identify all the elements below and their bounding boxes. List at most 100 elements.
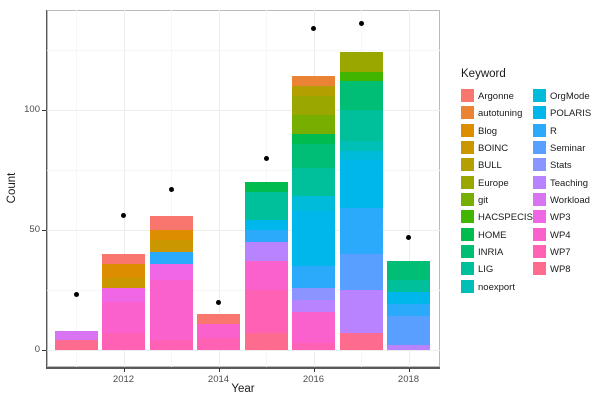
y-tick-label: 50 [29, 224, 40, 235]
total-dot-2012 [121, 213, 126, 219]
y-tick-mark [42, 350, 46, 351]
legend-label: WP7 [550, 246, 571, 258]
bar-segment-Blog-2012 [102, 263, 145, 278]
legend-swatch-Stats [533, 158, 546, 172]
total-dot-2016 [311, 25, 316, 31]
legend-swatch-WP4 [533, 227, 546, 241]
y-axis-line [46, 10, 47, 367]
legend-swatch-INRIA [461, 244, 474, 258]
total-dot-2015 [263, 155, 269, 161]
legend-swatch-Workload [533, 192, 546, 206]
y-tick-label: 100 [24, 104, 40, 115]
total-dot-2018 [406, 234, 411, 240]
bar-segment-OrgMode-2016 [292, 196, 335, 211]
bar-segment-WP8-2011 [54, 340, 98, 350]
bar-segment-Teaching-2016 [292, 299, 335, 312]
legend-label: autotuning [478, 108, 523, 120]
bar-segment-WP3-2013 [149, 263, 193, 281]
bar-segment-LIG-2015 [244, 191, 288, 221]
bar-segment-autotuning-2016 [292, 76, 335, 86]
legend-swatch-Blog [461, 123, 474, 137]
legend-swatch-WP8 [533, 262, 546, 276]
legend-label: Seminar [550, 142, 586, 154]
bar-segment-HACSPECIS-2017 [339, 71, 383, 82]
legend-swatch-POLARIS [533, 106, 546, 120]
legend-label: git [478, 194, 489, 206]
legend-label: Argonne [478, 91, 514, 102]
legend-swatch-LIG [461, 262, 474, 276]
legend-swatch-WP3 [533, 210, 546, 224]
legend-label: HACSPECIS [478, 212, 533, 224]
legend-swatch-Seminar [533, 140, 546, 154]
bar-segment-BULL-2016 [292, 86, 335, 96]
bar-segment-POLARIS-2018 [387, 292, 430, 305]
bar-segment-R-2013 [149, 251, 193, 264]
legend-label: WP8 [550, 264, 571, 276]
bar-segment-WP3-2012 [102, 287, 145, 302]
bar-segment-Seminar-2017 [339, 254, 383, 290]
bar-segment-WP4-2015 [244, 261, 288, 290]
grid-major-y [47, 110, 440, 111]
bar-segment-HOME-2016 [292, 134, 335, 144]
legend-swatch-git [461, 192, 474, 206]
bar-segment-Teaching-2018 [387, 345, 430, 350]
bar-segment-git-2016 [292, 114, 335, 134]
bar-segment-LIG-2018 [387, 280, 430, 293]
legend-swatch-noexport [461, 279, 474, 293]
legend-label: Workload [550, 194, 590, 206]
x-tick-mark [408, 368, 410, 372]
x-tick-label: 2016 [302, 374, 325, 385]
legend-label: Blog [478, 125, 498, 137]
legend-label: POLARIS [550, 108, 592, 120]
bar-segment-Stats-2016 [292, 287, 335, 300]
grid-major-y [47, 350, 440, 351]
bar-segment-Europe-2017 [339, 52, 383, 72]
x-tick-mark [313, 368, 315, 372]
legend-swatch-Europe [461, 175, 474, 189]
y-tick-label: 0 [34, 344, 40, 355]
bar-segment-WP4-2014 [197, 323, 240, 338]
bar-segment-HOME-2015 [244, 182, 288, 192]
grid-minor-x [76, 10, 77, 367]
grid-minor-y [47, 170, 440, 171]
legend-label: HOME [478, 229, 507, 241]
legend-label: noexport [478, 281, 515, 293]
bar-segment-R-2015 [244, 230, 288, 242]
grid-major-y [47, 230, 440, 231]
x-tick-mark [218, 368, 220, 372]
total-dot-2014 [216, 299, 221, 305]
bar-segment-Europe-2016 [292, 95, 335, 115]
legend-swatch-Teaching [533, 175, 546, 189]
x-axis-line [46, 367, 440, 369]
legend-label: BULL [478, 160, 502, 172]
bar-segment-R-2016 [292, 266, 335, 288]
grid-minor-y [47, 290, 440, 291]
legend-title: Keyword [461, 68, 506, 80]
bar-segment-WP7-2015 [244, 290, 288, 334]
legend-swatch-OrgMode [533, 89, 546, 102]
legend-label: WP4 [550, 229, 571, 241]
bar-segment-WP7-2013 [149, 340, 193, 350]
bar-segment-INRIA-2017 [339, 81, 383, 110]
bar-segment-WP8-2017 [339, 333, 383, 350]
bar-segment-WP7-2016 [292, 342, 335, 350]
y-tick-mark [42, 110, 46, 111]
grid-minor-y [47, 50, 440, 51]
bar-segment-LIG-2017 [339, 110, 383, 142]
bar-segment-WP7-2014 [197, 338, 240, 350]
legend-label: INRIA [478, 246, 504, 258]
bar-segment-POLARIS-2017 [339, 160, 383, 209]
x-tick-label: 2012 [112, 374, 135, 385]
y-tick-mark [42, 230, 46, 231]
legend-swatch-BULL [461, 158, 474, 172]
bar-segment-INRIA-2016 [292, 143, 335, 168]
bar-segment-WP4-2013 [149, 280, 193, 341]
legend-swatch-HOME [461, 227, 474, 241]
x-tick-label: 2014 [207, 374, 230, 385]
bar-segment-R-2017 [339, 208, 383, 254]
bar-segment-INRIA-2018 [387, 261, 430, 281]
bar-segment-Blog-2013 [149, 230, 193, 240]
total-dot-2013 [168, 186, 174, 192]
bar-segment-Seminar-2018 [387, 316, 430, 346]
grid-major-x [218, 10, 220, 367]
